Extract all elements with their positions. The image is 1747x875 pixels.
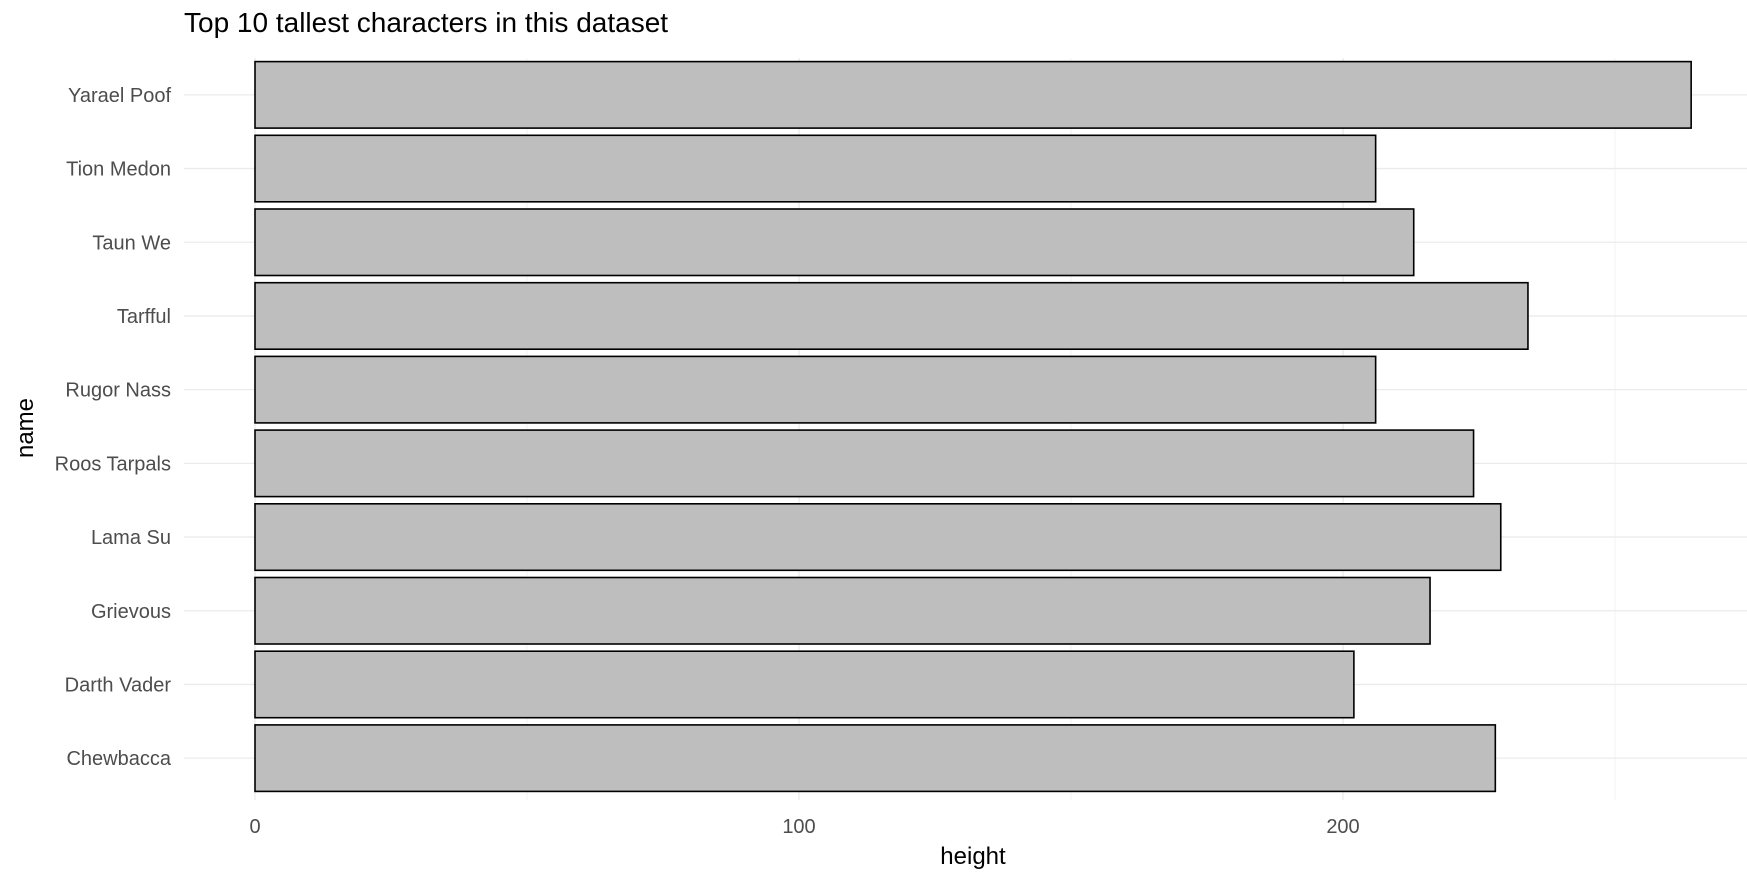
- x-tick-label: 100: [782, 816, 815, 838]
- bar-chewbacca: [254, 724, 1497, 793]
- y-tick-label: Tarfful: [117, 306, 171, 328]
- bar-grievous: [254, 576, 1431, 645]
- bar-tarfful: [254, 281, 1529, 351]
- bar-rugor-nass: [254, 355, 1377, 424]
- bar-darth-vader: [254, 650, 1355, 719]
- y-tick-label: Yarael Poof: [68, 85, 171, 107]
- y-tick-labels: Yarael Poof Tion Medon Taun We Tarfful Rugor…: [55, 85, 172, 770]
- x-axis-title: height: [940, 843, 1006, 870]
- bar-roos-tarpals: [254, 429, 1475, 498]
- bar-taun-we: [254, 208, 1415, 277]
- y-tick-label: Rugor Nass: [65, 380, 171, 402]
- bar-yarael-poof: [254, 60, 1692, 129]
- x-tick-label: 0: [249, 816, 260, 838]
- y-tick-label: Chewbacca: [66, 748, 171, 770]
- bar-lama-su: [254, 502, 1502, 572]
- y-tick-label: Roos Tarpals: [55, 453, 171, 475]
- x-tick-label: 200: [1326, 816, 1359, 838]
- y-tick-label: Tion Medon: [66, 159, 171, 181]
- chart-title: Top 10 tallest characters in this datase…: [184, 7, 668, 38]
- y-tick-label: Lama Su: [91, 527, 171, 549]
- y-tick-label: Taun We: [92, 232, 171, 254]
- bar-tion-medon: [254, 134, 1377, 203]
- y-tick-label: Darth Vader: [65, 674, 172, 696]
- bars: [254, 60, 1692, 793]
- x-tick-labels: 0 100 200: [249, 816, 1359, 838]
- y-tick-label: Grievous: [91, 601, 171, 623]
- y-axis-title: name: [12, 398, 39, 458]
